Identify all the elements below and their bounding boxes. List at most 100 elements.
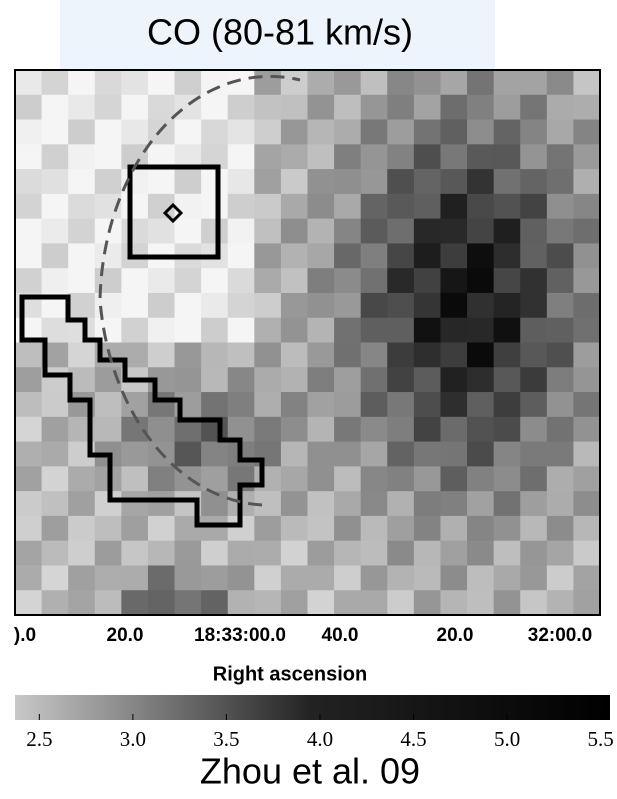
map-pixel <box>68 491 95 516</box>
map-pixel <box>414 565 441 590</box>
map-pixel <box>334 565 361 590</box>
map-pixel <box>42 144 69 169</box>
map-pixel <box>440 367 467 392</box>
map-pixel <box>414 194 441 219</box>
map-pixel <box>254 219 281 244</box>
map-pixel <box>42 491 69 516</box>
map-pixel <box>361 516 388 541</box>
map-pixel <box>175 120 202 145</box>
map-pixel <box>414 417 441 442</box>
map-pixel <box>308 541 335 566</box>
map-pixel <box>494 70 521 95</box>
map-pixel <box>15 243 42 268</box>
map-pixel <box>387 268 414 293</box>
map-pixel <box>228 243 255 268</box>
map-pixel <box>494 219 521 244</box>
map-pixel <box>42 95 69 120</box>
map-pixel <box>281 392 308 417</box>
map-pixel <box>361 417 388 442</box>
map-pixel <box>520 169 547 194</box>
map-pixel <box>281 516 308 541</box>
map-pixel <box>494 491 521 516</box>
map-pixel <box>148 219 175 244</box>
map-pixel <box>520 343 547 368</box>
map-pixel <box>414 169 441 194</box>
map-pixel <box>15 95 42 120</box>
map-pixel <box>95 565 122 590</box>
map-pixel <box>201 367 228 392</box>
map-pixel <box>573 343 600 368</box>
map-pixel <box>175 318 202 343</box>
map-pixel <box>334 466 361 491</box>
map-pixel <box>440 590 467 615</box>
map-pixel <box>228 95 255 120</box>
map-pixel <box>68 95 95 120</box>
map-pixel <box>121 120 148 145</box>
map-pixel <box>547 120 574 145</box>
map-pixel <box>334 392 361 417</box>
map-pixel <box>281 318 308 343</box>
map-pixel <box>547 541 574 566</box>
map-pixel <box>334 120 361 145</box>
map-pixel <box>95 243 122 268</box>
map-pixel <box>254 268 281 293</box>
map-pixel <box>281 442 308 467</box>
map-pixel <box>95 120 122 145</box>
map-pixel <box>68 268 95 293</box>
map-pixel <box>68 243 95 268</box>
map-pixel <box>281 343 308 368</box>
map-pixel <box>361 367 388 392</box>
map-pixel <box>520 491 547 516</box>
co-map <box>15 70 601 616</box>
map-pixel <box>520 70 547 95</box>
map-pixel <box>547 516 574 541</box>
map-pixel <box>334 417 361 442</box>
map-pixel <box>494 144 521 169</box>
map-pixel <box>95 392 122 417</box>
map-pixel <box>573 144 600 169</box>
map-pixel <box>42 516 69 541</box>
map-pixel <box>148 70 175 95</box>
map-pixel <box>201 442 228 467</box>
map-pixel <box>414 70 441 95</box>
map-pixel <box>387 590 414 615</box>
map-pixel <box>334 70 361 95</box>
map-pixel <box>467 144 494 169</box>
map-pixel <box>547 169 574 194</box>
map-pixel <box>361 293 388 318</box>
map-pixel <box>361 144 388 169</box>
map-pixel <box>467 367 494 392</box>
map-pixel <box>414 466 441 491</box>
map-pixel <box>254 70 281 95</box>
map-pixel <box>334 491 361 516</box>
map-pixel <box>15 491 42 516</box>
map-pixel <box>42 268 69 293</box>
map-pixel <box>228 318 255 343</box>
map-pixel <box>228 565 255 590</box>
map-pixel <box>573 367 600 392</box>
map-pixel <box>573 169 600 194</box>
map-pixel <box>467 466 494 491</box>
map-pixel <box>68 120 95 145</box>
map-pixel <box>228 169 255 194</box>
map-pixel <box>121 318 148 343</box>
map-pixel <box>494 268 521 293</box>
map-pixel <box>547 268 574 293</box>
map-pixel <box>121 516 148 541</box>
map-pixel <box>494 541 521 566</box>
map-pixel <box>308 194 335 219</box>
map-pixel <box>254 392 281 417</box>
map-pixel <box>520 541 547 566</box>
map-pixel <box>494 590 521 615</box>
map-pixel <box>361 343 388 368</box>
map-pixel <box>308 318 335 343</box>
map-pixel <box>148 392 175 417</box>
map-pixel <box>334 293 361 318</box>
map-pixel <box>15 120 42 145</box>
map-pixel <box>254 194 281 219</box>
map-pixel <box>387 466 414 491</box>
map-pixel <box>175 70 202 95</box>
map-pixel <box>308 243 335 268</box>
map-pixel <box>228 144 255 169</box>
map-pixel <box>15 194 42 219</box>
